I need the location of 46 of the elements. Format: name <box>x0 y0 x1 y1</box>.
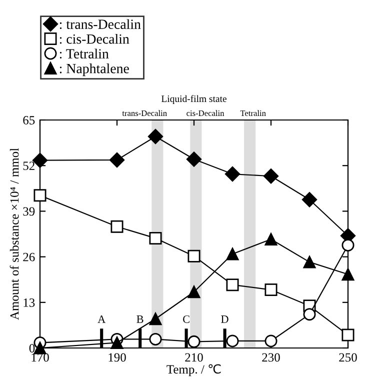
point <box>226 248 239 260</box>
point <box>34 189 46 202</box>
y-tick-label: 65 <box>23 116 35 124</box>
x-axis-title: Temp. / ℃ <box>166 364 221 376</box>
point <box>188 335 200 348</box>
chart-title: Liquid-film state <box>161 95 226 104</box>
x-tick-label: 210 <box>185 353 203 362</box>
ref-line-label: D <box>221 316 228 323</box>
legend-label: : Naphtalene <box>60 63 129 76</box>
point <box>342 268 354 281</box>
point <box>149 312 162 326</box>
point <box>264 233 278 246</box>
x-tick-label: 250 <box>339 353 357 362</box>
legend-label: : Tetralin <box>60 48 109 59</box>
y-tick-label: 26 <box>23 252 35 262</box>
point <box>186 152 202 167</box>
x-tick-label: 230 <box>262 353 280 362</box>
point <box>149 332 162 346</box>
ref-line-label: A <box>98 316 106 323</box>
legend-label: : trans-Decalin <box>60 19 141 30</box>
point <box>148 128 164 144</box>
point <box>188 286 200 298</box>
ref-line-label: B <box>136 316 144 323</box>
point <box>342 328 354 342</box>
legend-label: : cis-Decalin <box>60 34 130 44</box>
point <box>226 278 239 292</box>
ref-line-label: C <box>183 315 190 323</box>
point <box>110 220 124 233</box>
y-tick-label: 0 <box>29 344 35 352</box>
y-tick-label: 13 <box>24 298 35 307</box>
point <box>263 168 279 184</box>
point <box>149 232 162 244</box>
y-tick-label: 52 <box>23 162 34 170</box>
point <box>109 152 125 168</box>
y-axis-title: Amount of substance ×10⁴ / mmol <box>10 148 19 320</box>
point <box>302 192 318 208</box>
point <box>264 284 278 296</box>
point <box>224 166 240 182</box>
point <box>303 256 316 268</box>
point <box>110 336 124 349</box>
y-tick-label: 39 <box>23 207 35 216</box>
point <box>188 250 200 262</box>
band-label: cis-Decalin <box>186 110 224 116</box>
x-tick-label: 190 <box>108 353 126 362</box>
band-label: Tetralin <box>240 110 266 116</box>
band-label: trans-Decalin <box>122 110 167 116</box>
